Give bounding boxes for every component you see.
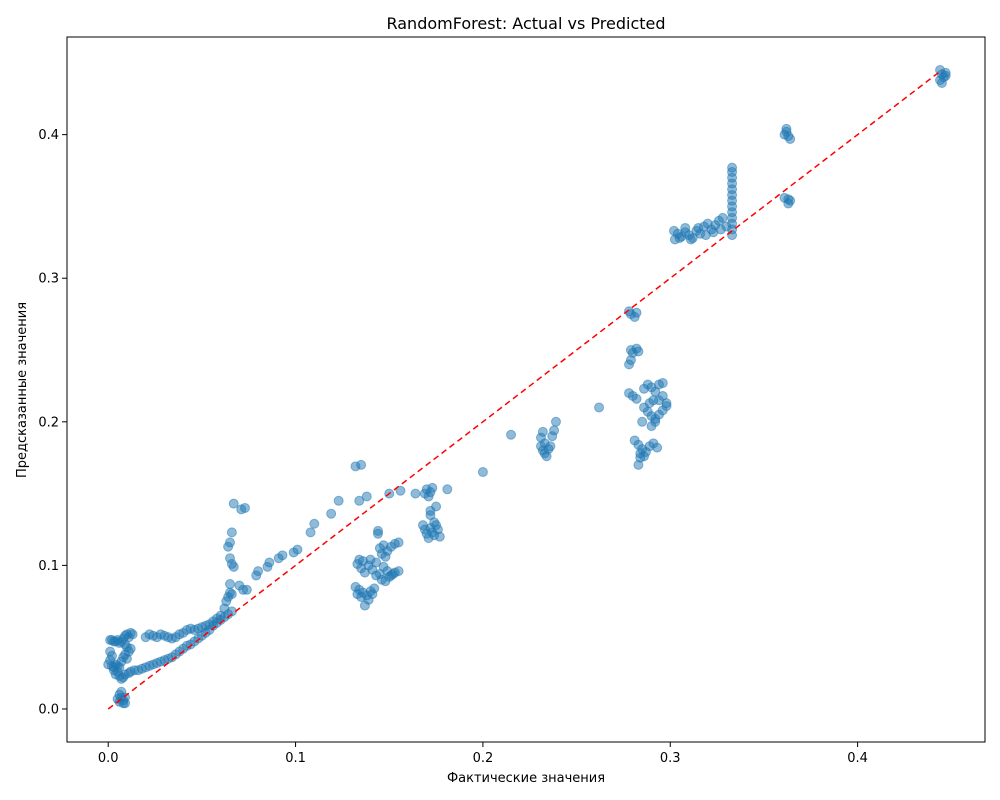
x-axis-label: Фактические значения [447,771,605,786]
scatter-point [226,527,237,538]
scatter-point [717,212,728,223]
scatter-point [624,359,635,370]
scatter-point [356,459,367,470]
scatter-point [224,579,235,590]
scatter-point [226,589,237,600]
scatter-point [442,484,453,495]
scatter-point [537,426,548,437]
scatter-point [305,527,316,538]
scatter-point [395,485,406,496]
scatter-point [727,162,738,173]
scatter-point [680,222,691,233]
x-axis-ticks: 0.0 0.1 0.2 0.3 0.4 [98,742,868,766]
scatter-point [661,398,672,409]
scatter-point [633,346,644,357]
y-tick-label: 0.1 [38,559,59,574]
reference-line [107,69,943,710]
y-tick-label: 0.4 [38,128,59,143]
scatter-point [106,635,117,646]
scatter-point [779,129,790,140]
scatter-point [309,518,320,529]
scatter-point [477,467,488,478]
scatter-point [264,557,275,568]
scatter-point [434,531,445,542]
scatter-point [549,425,560,436]
scatter-point [652,442,663,453]
scatter-point [940,70,951,81]
scatter-point [410,488,421,499]
scatter-point [685,234,696,245]
scatter-point [637,416,648,427]
scatter-point [783,198,794,209]
x-tick-label: 0.0 [98,751,119,766]
scatter-point [127,629,138,640]
plot-frame [66,36,986,743]
scatter-point [292,544,303,555]
x-tick-label: 0.1 [285,751,306,766]
x-tick-label: 0.4 [847,751,868,766]
scatter-point [241,584,252,595]
scatter-point [361,491,372,502]
scatter-point [693,222,704,233]
scatter-point [431,501,442,512]
scatter-point [277,550,288,561]
scatter-point [594,402,605,413]
scatter-point [393,537,404,548]
scatter-point [425,510,436,521]
scatter-point [657,378,668,389]
scatter-points [103,65,951,709]
scatter-point [367,589,378,600]
scatter-point [648,395,659,406]
scatter-point [506,429,517,440]
scatter-point [380,551,391,562]
scatter-point [631,307,642,318]
y-tick-label: 0.3 [38,272,59,287]
scatter-point [228,561,239,572]
scatter-point [354,495,365,506]
scatter-point [112,693,123,704]
y-axis-ticks: 0.0 0.1 0.2 0.3 0.4 [38,128,67,717]
scatter-point [372,525,383,536]
scatter-point [239,502,250,513]
scatter-point [228,498,239,509]
scatter-point [635,452,646,463]
y-tick-label: 0.0 [38,702,59,717]
scatter-point [253,566,264,577]
scatter-point [550,416,561,427]
scatter-point [326,508,337,519]
x-tick-label: 0.3 [660,751,681,766]
scatter-point [674,233,685,244]
scatter-point [333,495,344,506]
scatter-point [427,482,438,493]
scatter-point [224,537,235,548]
y-axis-label: Предсказанные значения [15,302,30,478]
x-tick-label: 0.2 [473,751,494,766]
scatter-point [631,393,642,404]
scatter-point [365,554,376,565]
scatter-point [387,569,398,580]
scatter-point [125,643,136,654]
chart-title: RandomForest: Actual vs Predicted [386,14,665,33]
scatter-point [380,576,391,587]
y-tick-label: 0.2 [38,415,59,430]
scatter-point [650,416,661,427]
